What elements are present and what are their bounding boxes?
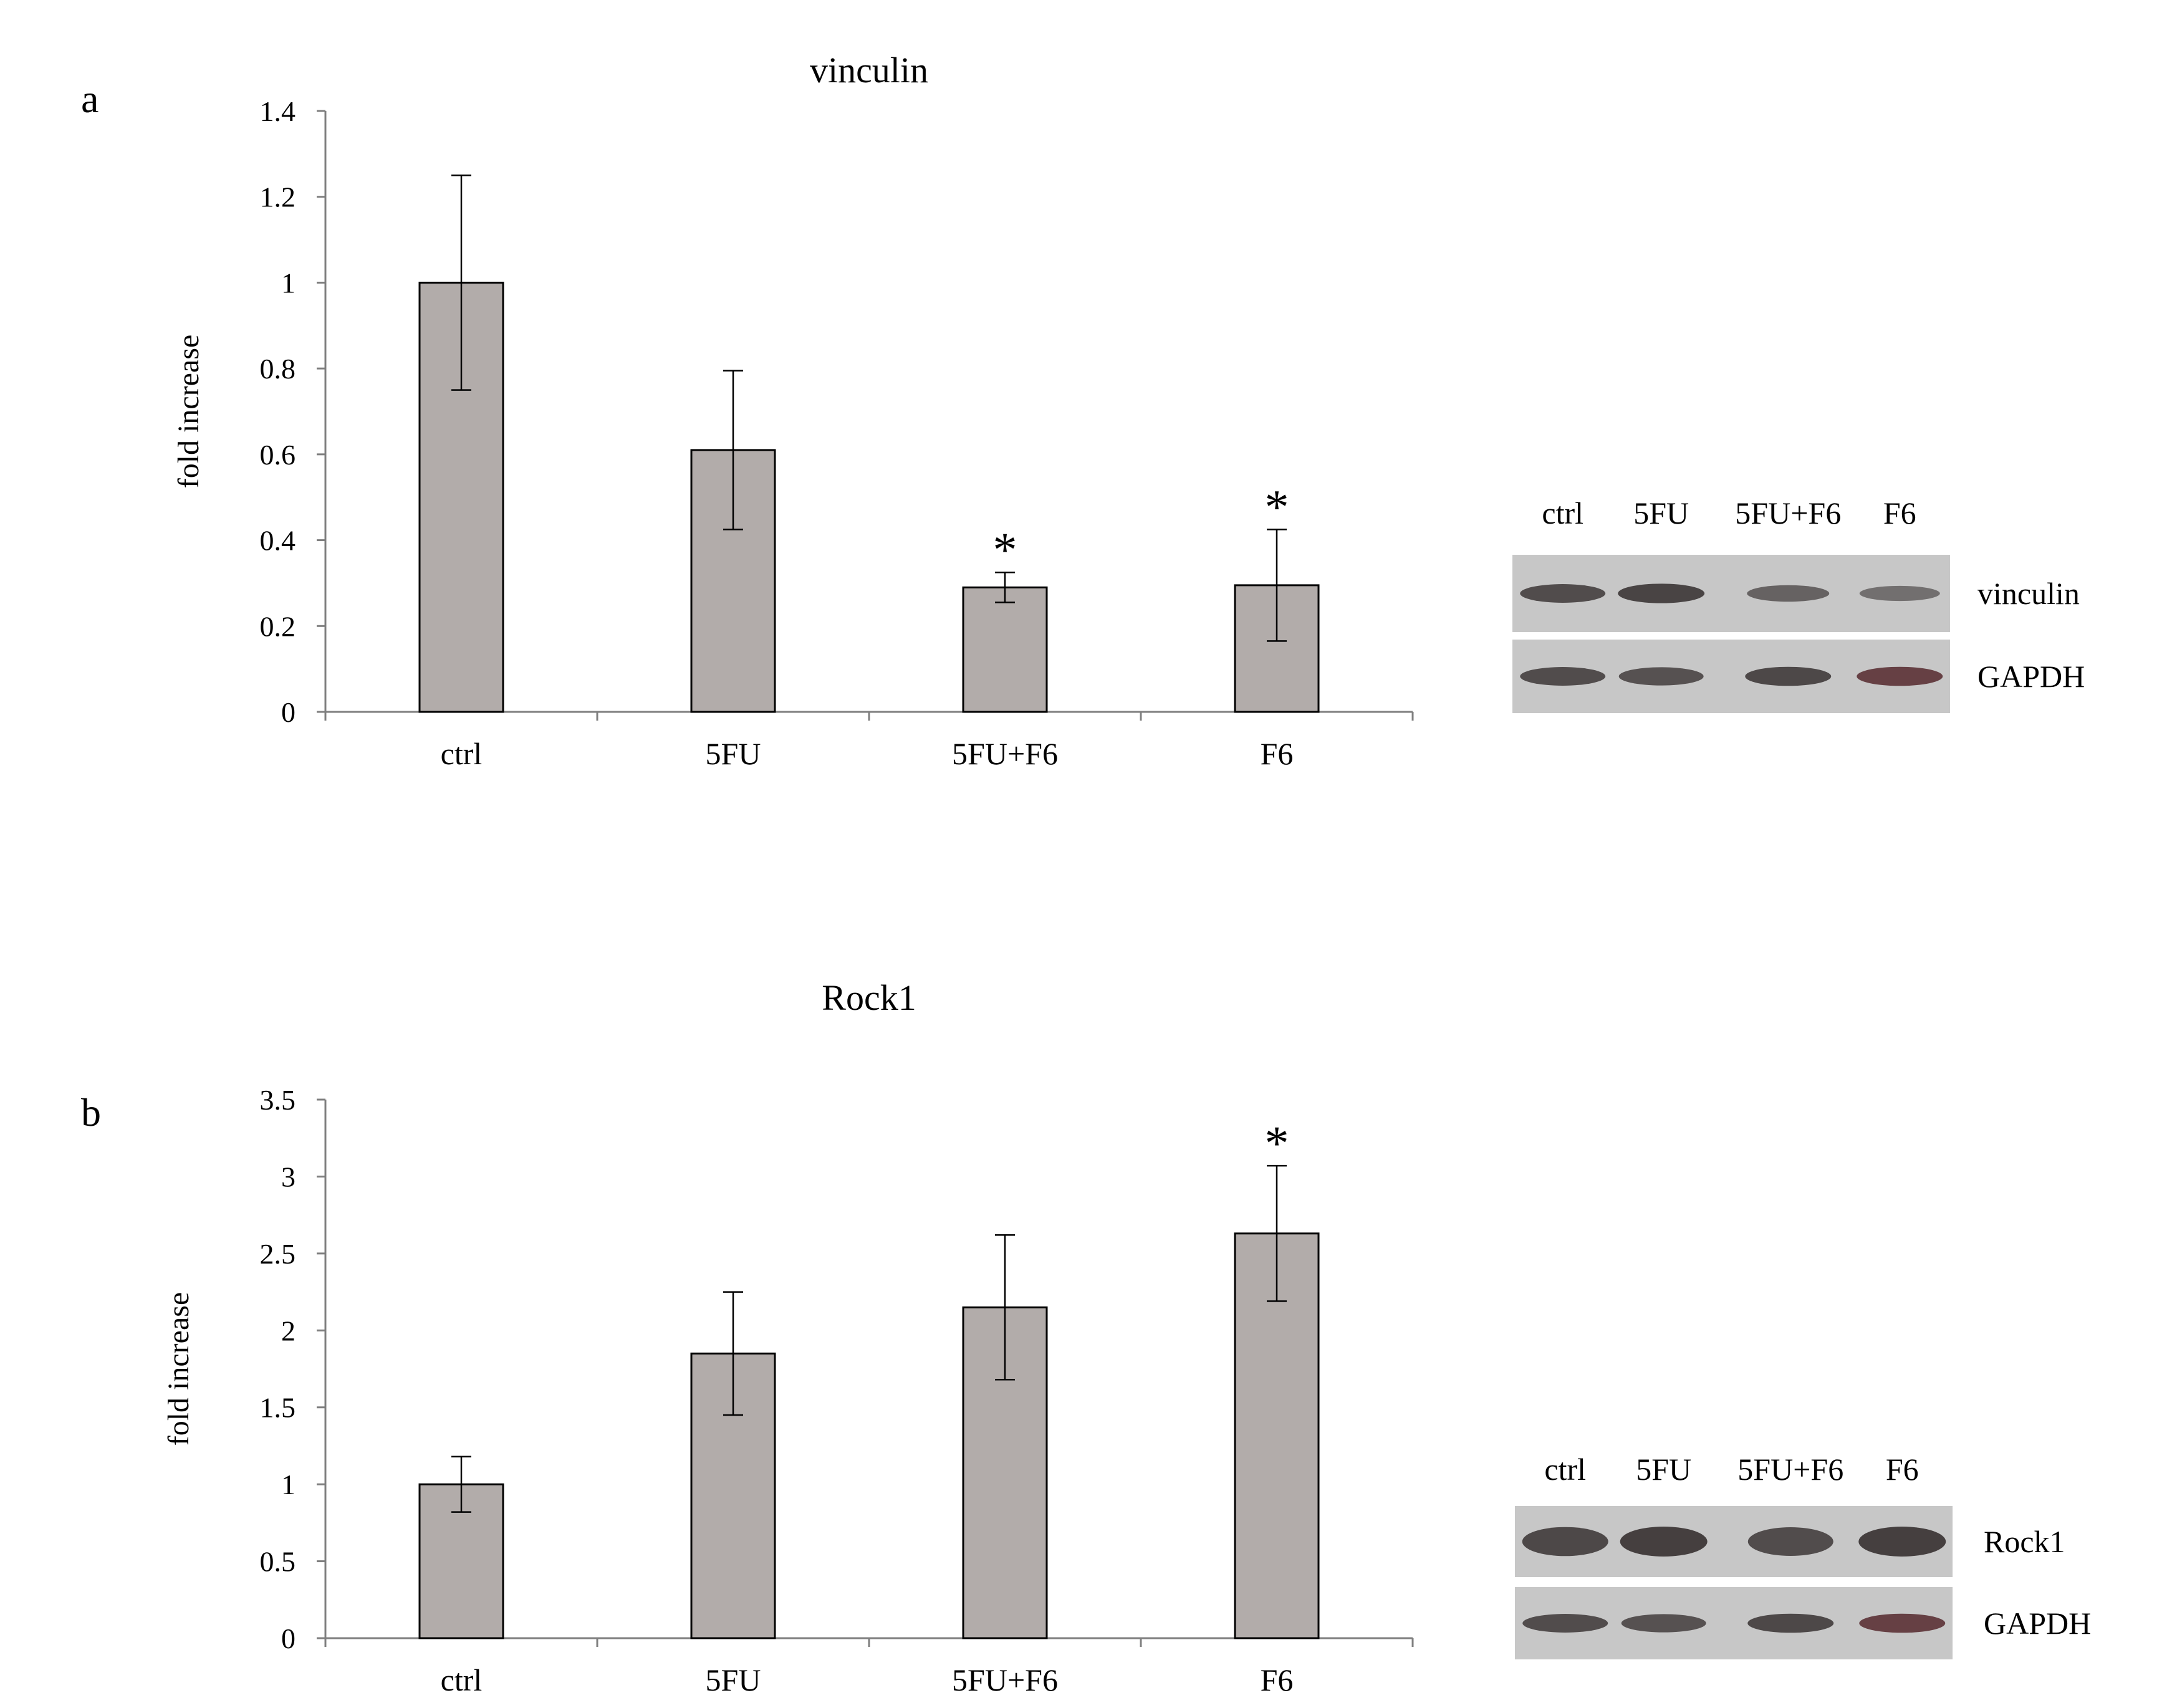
blot-protein-label: GAPDH xyxy=(1977,659,2085,694)
blot-band xyxy=(1522,1527,1608,1557)
blot-band xyxy=(1859,1613,1946,1633)
blot-band xyxy=(1859,585,1940,602)
panel-letter: a xyxy=(81,77,98,121)
chart-title: vinculin xyxy=(810,50,928,90)
blot-band xyxy=(1858,1527,1946,1557)
blot-lane-label: F6 xyxy=(1883,496,1916,530)
y-tick-label: 1.5 xyxy=(260,1392,296,1424)
x-tick-label: 5FU xyxy=(706,736,761,771)
blot-protein-label: GAPDH xyxy=(1984,1606,2091,1641)
chart-title: Rock1 xyxy=(822,977,916,1018)
y-tick-label: 1 xyxy=(281,1469,296,1500)
significance-marker: * xyxy=(1265,479,1289,534)
blot-lane-label: 5FU+F6 xyxy=(1735,496,1841,530)
blot-band xyxy=(1747,1527,1833,1556)
x-tick-label: F6 xyxy=(1261,736,1294,771)
bar-5FU+F6 xyxy=(962,586,1048,713)
blot-band xyxy=(1620,1527,1708,1557)
chart-panel-a: a vinculin fold increase 0 0.2 0.4 0.6 0.8 1 1.2 1… xyxy=(81,50,1414,771)
y-tick-label: 0.2 xyxy=(260,610,296,642)
y-tick-label: 0.5 xyxy=(260,1546,296,1578)
x-tick-label: 5FU+F6 xyxy=(952,736,1058,771)
blot-band xyxy=(1618,583,1705,603)
x-tick-label: F6 xyxy=(1261,1662,1294,1697)
chart-panel-b: b Rock1 fold increase 0 0.5 1 1.5 2 2.5 3 3.5 ctrl 5… xyxy=(81,977,1414,1697)
significance-marker: * xyxy=(1265,1116,1289,1170)
y-axis-label: fold increase xyxy=(172,335,205,489)
blot-lane-label: F6 xyxy=(1886,1452,1919,1487)
blot-band xyxy=(1618,667,1704,686)
y-tick-label: 1.2 xyxy=(260,181,296,213)
significance-marker: * xyxy=(993,522,1017,577)
blot-protein-label: Rock1 xyxy=(1984,1524,2065,1559)
blot-band xyxy=(1520,667,1606,686)
x-tick-label: ctrl xyxy=(441,736,483,771)
y-tick-label: 3.5 xyxy=(260,1084,296,1116)
blot-lane-label: ctrl xyxy=(1542,496,1583,530)
blot-band xyxy=(1747,585,1830,602)
blot-band xyxy=(1745,666,1832,686)
y-tick-label: 1 xyxy=(281,267,296,299)
y-tick-label: 0 xyxy=(281,696,296,728)
blot-lane-label: ctrl xyxy=(1544,1452,1586,1487)
y-tick-label: 2 xyxy=(281,1315,296,1346)
blot-band xyxy=(1520,584,1606,603)
blot-protein-label: vinculin xyxy=(1977,576,2080,611)
blot-band xyxy=(1747,1613,1834,1633)
blot-band xyxy=(1522,1614,1608,1633)
y-tick-label: 0 xyxy=(281,1623,296,1654)
blot-lane-label: 5FU xyxy=(1633,496,1689,530)
y-tick-label: 0.8 xyxy=(260,353,296,385)
western-blot-a: ctrl 5FU 5FU+F6 F6 vinculin GAPDH xyxy=(1512,496,2085,713)
blot-lane-label: 5FU+F6 xyxy=(1737,1452,1843,1487)
blot-band xyxy=(1857,666,1943,686)
y-axis-label: fold increase xyxy=(162,1292,195,1446)
y-tick-label: 3 xyxy=(281,1161,296,1192)
y-tick-label: 1.4 xyxy=(260,95,296,127)
y-tick-label: 0.4 xyxy=(260,525,296,557)
blot-lane-label: 5FU xyxy=(1636,1452,1691,1487)
x-tick-label: 5FU xyxy=(706,1662,761,1697)
x-tick-label: 5FU+F6 xyxy=(952,1662,1058,1697)
y-tick-label: 0.6 xyxy=(260,439,296,471)
blot-band xyxy=(1621,1614,1706,1633)
x-tick-label: ctrl xyxy=(441,1662,483,1697)
y-tick-label: 2.5 xyxy=(260,1238,296,1270)
panel-letter: b xyxy=(81,1090,101,1135)
western-blot-b: ctrl 5FU 5FU+F6 F6 Rock1 GAPDH xyxy=(1515,1452,2091,1659)
